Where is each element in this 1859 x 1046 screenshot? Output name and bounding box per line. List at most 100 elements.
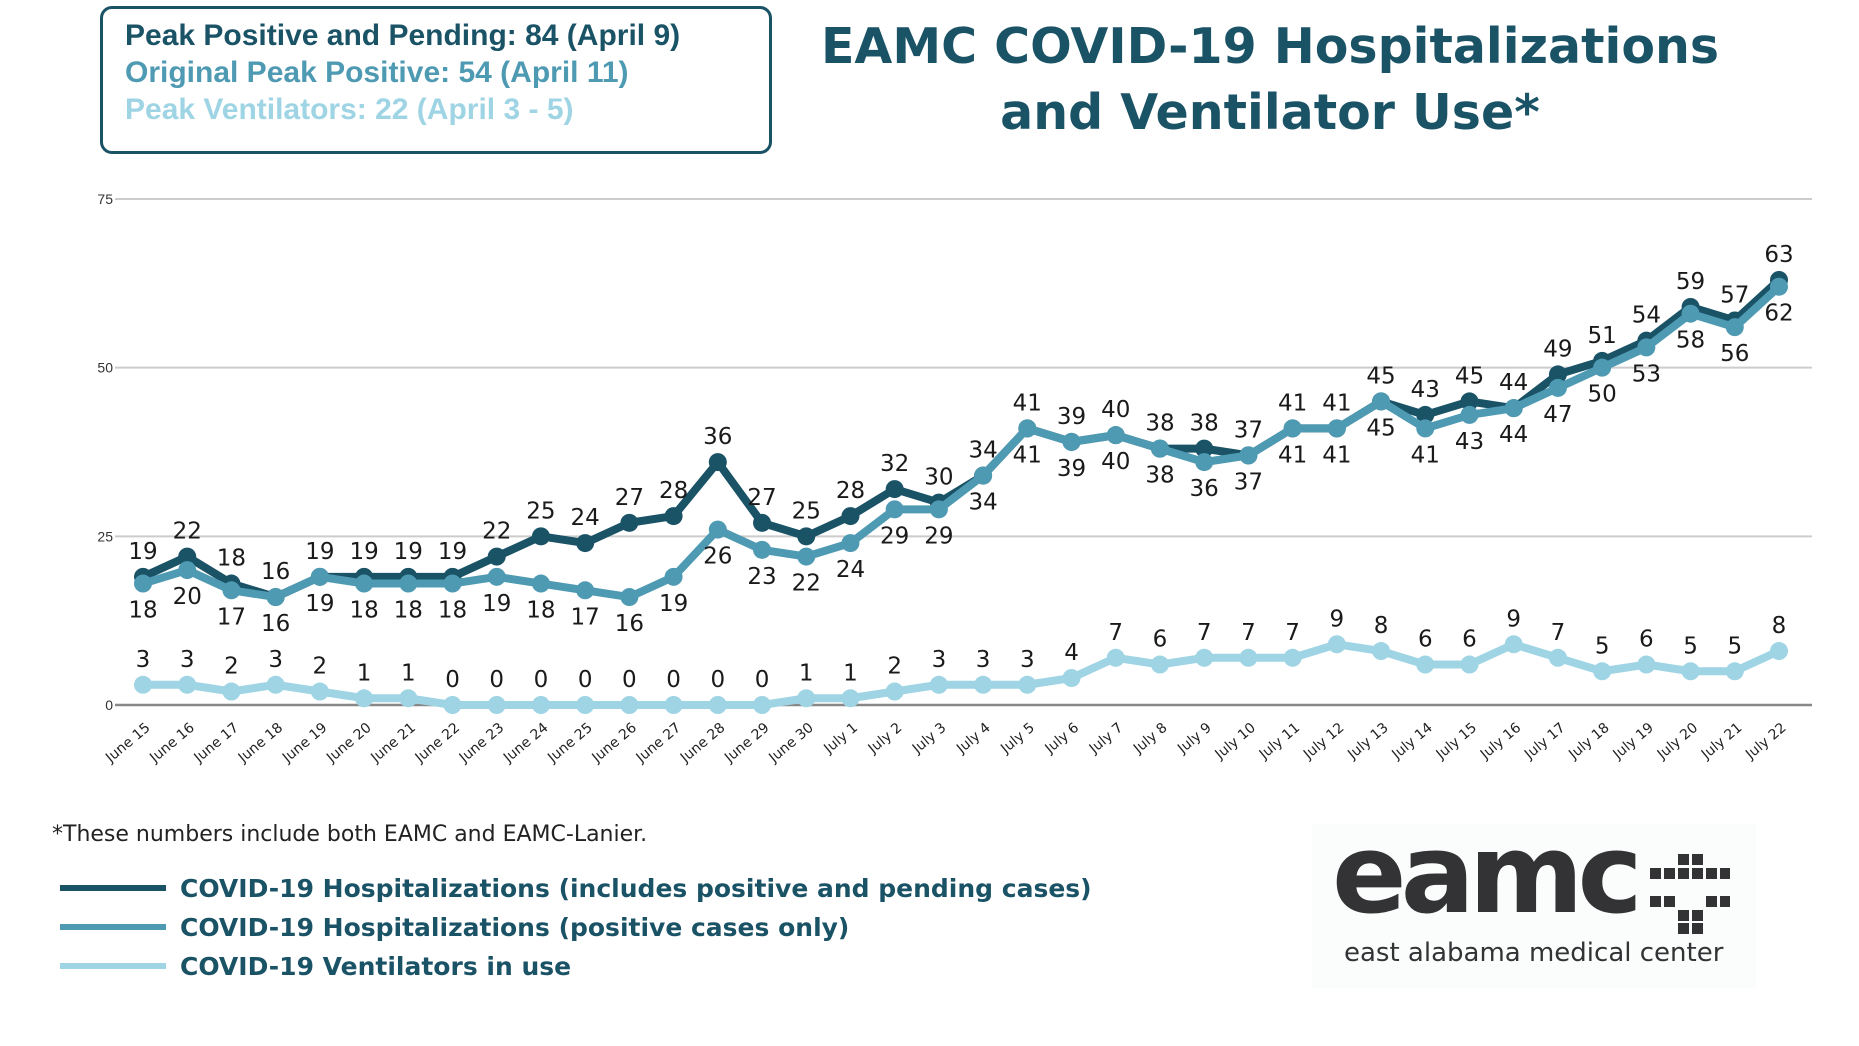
data-point [620, 588, 639, 607]
x-tick-label: July 14 [1388, 720, 1435, 763]
data-point [1504, 399, 1523, 418]
legend-item-ventilators: COVID-19 Ventilators in use [60, 948, 571, 984]
data-point [178, 547, 197, 566]
series-line-2 [139, 640, 1783, 709]
data-point [753, 696, 772, 714]
x-tick-label: July 10 [1212, 720, 1259, 763]
x-tick-label: June 30 [765, 720, 816, 767]
data-point [1106, 648, 1125, 667]
data-point [708, 453, 727, 472]
x-tick-label: June 25 [544, 720, 595, 767]
data-point [178, 561, 197, 580]
data-label: 40 [1101, 397, 1130, 423]
x-tick-label: June 16 [146, 720, 198, 767]
data-label: 4 [1064, 640, 1079, 666]
data-label: 16 [615, 611, 644, 637]
data-point [576, 696, 595, 714]
data-label: 19 [394, 539, 423, 565]
data-label: 37 [1234, 469, 1263, 495]
peak-positive-pending: Peak Positive and Pending: 84 (April 9) [125, 19, 681, 52]
x-tick-label: July 13 [1344, 720, 1391, 763]
data-label: 1 [357, 660, 372, 686]
data-label: 36 [703, 424, 732, 450]
data-label: 9 [1330, 606, 1345, 632]
logo-wordmark: eamc [1332, 810, 1643, 938]
data-point [1372, 392, 1391, 411]
data-label: 29 [880, 523, 909, 549]
data-label: 43 [1411, 377, 1440, 403]
data-point [885, 500, 904, 519]
eamc-logo: eamc east alabama medical center [1312, 810, 1756, 988]
data-label: 28 [659, 478, 688, 504]
data-label: 53 [1632, 361, 1661, 387]
x-tick-label: July 2 [865, 720, 906, 758]
data-label: 7 [1241, 620, 1256, 646]
data-label: 6 [1462, 627, 1477, 653]
legend-swatch-hospitalizations-all [60, 885, 166, 891]
data-label: 19 [438, 539, 467, 565]
x-tick-label: July 18 [1565, 720, 1612, 763]
data-label: 50 [1587, 382, 1616, 408]
x-tick-label: July 9 [1174, 720, 1215, 758]
data-point [841, 507, 860, 526]
x-tick-label: June 15 [102, 720, 153, 767]
data-point [310, 682, 329, 701]
data-point [1018, 675, 1037, 694]
data-point [531, 696, 550, 714]
data-point [1548, 378, 1567, 397]
data-point [266, 588, 285, 607]
data-label: 41 [1278, 442, 1307, 468]
data-label: 36 [1190, 476, 1219, 502]
footnote: *These numbers include both EAMC and EAM… [52, 822, 648, 847]
x-tick-label: June 19 [279, 720, 330, 767]
data-point [399, 689, 418, 708]
data-label: 19 [659, 591, 688, 617]
x-tick-label: June 24 [500, 720, 552, 767]
data-label: 26 [703, 544, 732, 570]
data-point [1150, 439, 1169, 458]
data-point [1681, 662, 1700, 681]
data-point [1548, 365, 1567, 384]
data-point [753, 540, 772, 559]
data-label: 45 [1366, 363, 1395, 389]
data-label: 0 [710, 667, 725, 693]
x-tick-label: July 4 [953, 720, 994, 758]
data-label: 44 [1499, 422, 1528, 448]
data-point [1327, 419, 1346, 438]
data-point [1106, 426, 1125, 445]
data-label: 16 [261, 611, 290, 637]
data-label: 45 [1366, 415, 1395, 441]
data-label: 3 [136, 647, 151, 673]
x-tick-label: June 18 [235, 720, 286, 767]
data-point [1593, 358, 1612, 377]
data-label: 41 [1013, 442, 1042, 468]
data-point [974, 466, 993, 485]
data-point [355, 689, 374, 708]
data-label: 63 [1764, 242, 1793, 268]
x-tick-label: June 23 [456, 720, 507, 767]
data-label: 18 [394, 598, 423, 624]
data-label: 5 [1683, 633, 1698, 659]
legend-swatch-hospitalizations-positive [60, 924, 166, 930]
chart-title-line2: and Ventilator Use* [1000, 84, 1540, 141]
data-point [841, 689, 860, 708]
data-label: 8 [1374, 613, 1389, 639]
legend-swatch-ventilators [60, 963, 166, 969]
x-tick-label: July 16 [1477, 720, 1524, 763]
data-label: 51 [1587, 323, 1616, 349]
x-tick-label: July 20 [1654, 720, 1701, 763]
data-label: 5 [1595, 633, 1610, 659]
data-label: 19 [482, 591, 511, 617]
y-tick-label: 25 [97, 528, 113, 544]
x-tick-label: July 11 [1256, 720, 1303, 763]
data-label: 34 [968, 490, 997, 516]
data-point [885, 480, 904, 499]
data-label: 19 [305, 539, 334, 565]
data-label: 27 [615, 485, 644, 511]
medical-cross-grid-icon [1650, 854, 1730, 934]
data-label: 39 [1057, 456, 1086, 482]
data-point [487, 696, 506, 714]
legend-label: COVID-19 Ventilators in use [180, 951, 572, 981]
data-label: 34 [968, 438, 997, 464]
